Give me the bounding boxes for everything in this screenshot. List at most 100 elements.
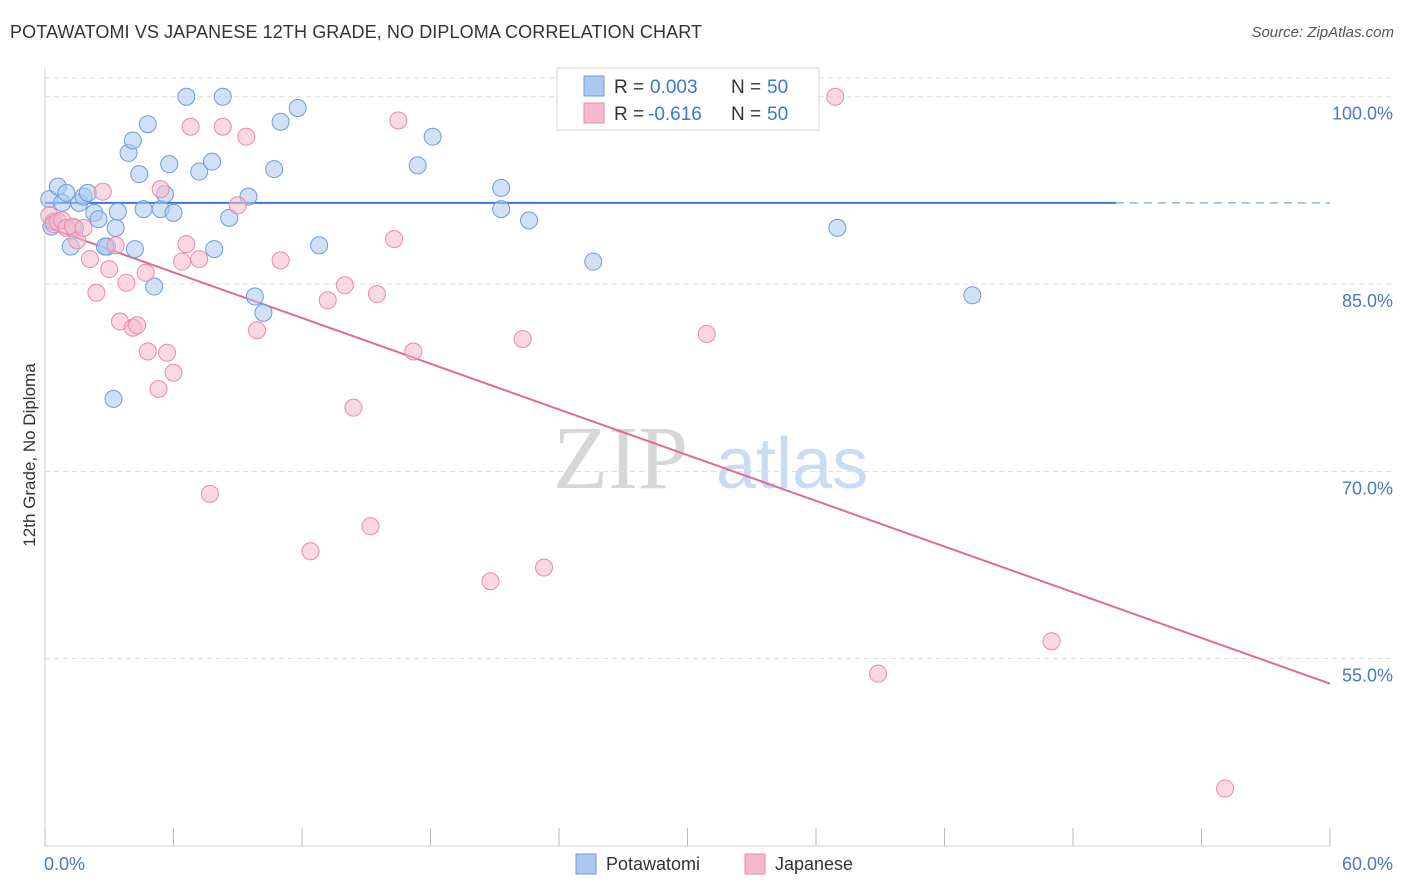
point-potawatomi[interactable] — [310, 236, 329, 255]
y-tick-label: 100.0% — [1332, 104, 1393, 124]
point-potawatomi[interactable] — [106, 218, 125, 237]
point-potawatomi[interactable] — [520, 211, 539, 230]
point-japanese[interactable] — [826, 87, 845, 106]
legend-n-label-2: N = — [731, 104, 761, 125]
point-japanese[interactable] — [385, 230, 404, 249]
point-japanese[interactable] — [128, 316, 147, 335]
point-japanese[interactable] — [361, 517, 380, 536]
point-japanese[interactable] — [1042, 632, 1061, 651]
point-potawatomi[interactable] — [125, 240, 144, 259]
point-potawatomi[interactable] — [78, 183, 97, 202]
series-legend-label-potawatomi[interactable]: Potawatomi — [606, 854, 700, 874]
point-potawatomi[interactable] — [138, 115, 157, 134]
point-japanese[interactable] — [1216, 779, 1235, 798]
point-potawatomi[interactable] — [57, 183, 76, 202]
point-potawatomi[interactable] — [254, 303, 273, 322]
stats-legend: R = 0.003 N = 50 R = -0.616 N = 50 — [556, 67, 820, 131]
point-japanese[interactable] — [404, 342, 423, 361]
point-japanese[interactable] — [106, 236, 125, 255]
point-japanese[interactable] — [271, 251, 290, 270]
x-tick-label-max: 60.0% — [1342, 854, 1393, 874]
point-japanese[interactable] — [158, 343, 177, 362]
chart-title: POTAWATOMI VS JAPANESE 12TH GRADE, NO DI… — [10, 22, 703, 42]
point-potawatomi[interactable] — [265, 160, 284, 179]
y-tick-label: 55.0% — [1342, 666, 1393, 686]
point-potawatomi[interactable] — [492, 200, 511, 219]
point-japanese[interactable] — [367, 285, 386, 304]
point-japanese[interactable] — [74, 218, 93, 237]
point-potawatomi[interactable] — [134, 200, 153, 219]
point-japanese[interactable] — [190, 250, 209, 269]
point-japanese[interactable] — [177, 235, 196, 254]
point-japanese[interactable] — [869, 664, 888, 683]
point-potawatomi[interactable] — [160, 155, 179, 174]
series-legend: Potawatomi Japanese — [575, 853, 853, 875]
point-japanese[interactable] — [151, 180, 170, 199]
point-potawatomi[interactable] — [205, 240, 224, 259]
point-japanese[interactable] — [138, 342, 157, 361]
point-potawatomi[interactable] — [190, 162, 209, 181]
point-potawatomi[interactable] — [288, 98, 307, 117]
point-japanese[interactable] — [535, 558, 554, 577]
point-japanese[interactable] — [164, 363, 183, 382]
point-japanese[interactable] — [237, 127, 256, 146]
point-japanese[interactable] — [87, 283, 106, 302]
series-legend-swatch-potawatomi[interactable] — [575, 853, 597, 875]
point-japanese[interactable] — [344, 398, 363, 417]
point-japanese[interactable] — [100, 260, 119, 279]
point-japanese[interactable] — [228, 196, 247, 215]
point-japanese[interactable] — [335, 276, 354, 295]
point-japanese[interactable] — [213, 117, 232, 136]
point-japanese[interactable] — [389, 111, 408, 130]
point-potawatomi[interactable] — [492, 178, 511, 197]
y-tick-label: 70.0% — [1342, 478, 1393, 498]
point-potawatomi[interactable] — [203, 152, 222, 171]
source-label: Source: ZipAtlas.com — [1251, 24, 1394, 41]
watermark-zip: ZIP — [553, 409, 688, 508]
point-potawatomi[interactable] — [108, 202, 127, 221]
point-japanese[interactable] — [149, 379, 168, 398]
point-potawatomi[interactable] — [584, 252, 603, 271]
series-legend-swatch-japanese[interactable] — [744, 853, 766, 875]
point-potawatomi[interactable] — [123, 131, 142, 150]
point-potawatomi[interactable] — [104, 389, 123, 408]
point-potawatomi[interactable] — [130, 165, 149, 184]
legend-swatch-potawatomi — [583, 75, 605, 97]
legend-n-value-1: 50 — [767, 77, 788, 98]
point-japanese[interactable] — [181, 117, 200, 136]
point-japanese[interactable] — [301, 542, 320, 561]
point-japanese[interactable] — [80, 250, 99, 269]
point-potawatomi[interactable] — [271, 112, 290, 131]
watermark-atlas: atlas — [716, 424, 868, 504]
point-potawatomi[interactable] — [423, 127, 442, 146]
point-japanese[interactable] — [200, 484, 219, 503]
point-japanese[interactable] — [136, 263, 155, 282]
point-potawatomi[interactable] — [213, 87, 232, 106]
point-japanese[interactable] — [248, 321, 267, 340]
point-japanese[interactable] — [481, 572, 500, 591]
point-potawatomi[interactable] — [828, 218, 847, 237]
point-potawatomi[interactable] — [963, 286, 982, 305]
point-potawatomi[interactable] — [245, 287, 264, 306]
point-potawatomi[interactable] — [164, 203, 183, 222]
legend-r-value-2: -0.616 — [648, 104, 702, 125]
trend-line-japanese — [44, 225, 1331, 685]
point-japanese[interactable] — [318, 291, 337, 310]
point-potawatomi[interactable] — [220, 208, 239, 227]
point-japanese[interactable] — [173, 252, 192, 271]
point-japanese[interactable] — [513, 329, 532, 348]
legend-r-label-2: R = — [614, 104, 644, 125]
point-potawatomi[interactable] — [89, 210, 108, 229]
point-japanese[interactable] — [117, 273, 136, 292]
y-tick-label: 85.0% — [1342, 291, 1393, 311]
legend-r-value-1: 0.003 — [650, 77, 698, 98]
legend-n-value-2: 50 — [767, 104, 788, 125]
point-potawatomi[interactable] — [177, 87, 196, 106]
series-legend-label-japanese[interactable]: Japanese — [775, 854, 853, 874]
point-japanese[interactable] — [697, 325, 716, 343]
point-potawatomi[interactable] — [408, 156, 427, 175]
legend-r-label-1: R = — [614, 77, 644, 98]
point-japanese[interactable] — [93, 182, 112, 201]
point-potawatomi[interactable] — [145, 277, 164, 296]
